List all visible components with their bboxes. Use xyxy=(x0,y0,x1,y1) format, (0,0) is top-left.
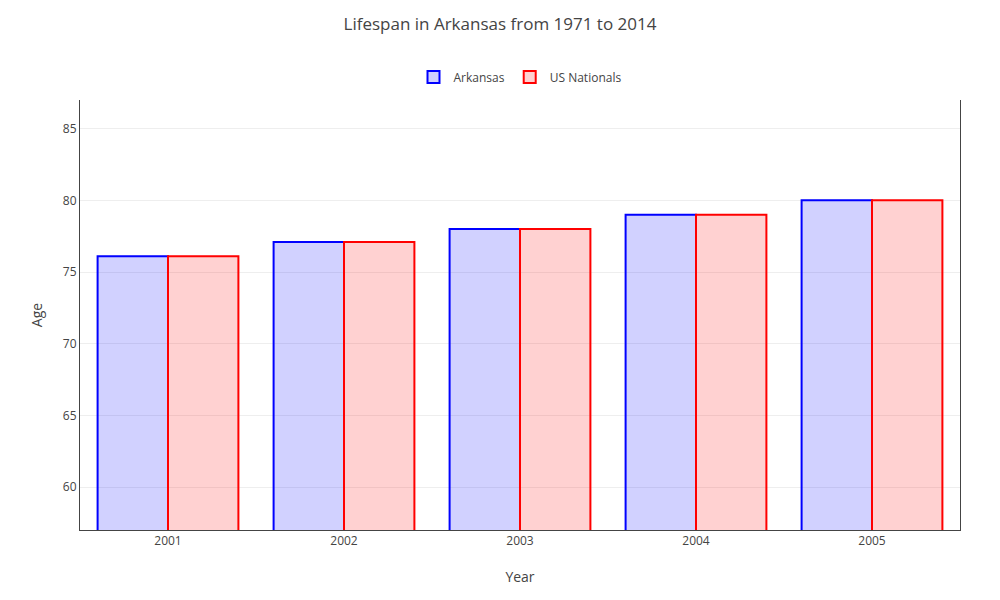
svg-text:2004: 2004 xyxy=(682,532,710,549)
svg-text:US Nationals: US Nationals xyxy=(550,69,622,86)
svg-text:Arkansas: Arkansas xyxy=(454,69,505,86)
svg-text:85: 85 xyxy=(63,120,77,137)
svg-text:2001: 2001 xyxy=(154,532,181,549)
svg-text:Lifespan in Arkansas from 1971: Lifespan in Arkansas from 1971 to 2014 xyxy=(344,12,657,35)
svg-text:60: 60 xyxy=(63,478,77,495)
svg-text:70: 70 xyxy=(63,335,77,352)
svg-text:2005: 2005 xyxy=(858,532,886,549)
svg-text:65: 65 xyxy=(63,407,77,424)
svg-text:75: 75 xyxy=(63,263,77,280)
svg-text:80: 80 xyxy=(63,192,77,209)
svg-text:Age: Age xyxy=(27,303,46,327)
svg-text:Year: Year xyxy=(505,567,534,586)
svg-text:2003: 2003 xyxy=(506,532,534,549)
svg-text:2002: 2002 xyxy=(330,532,358,549)
